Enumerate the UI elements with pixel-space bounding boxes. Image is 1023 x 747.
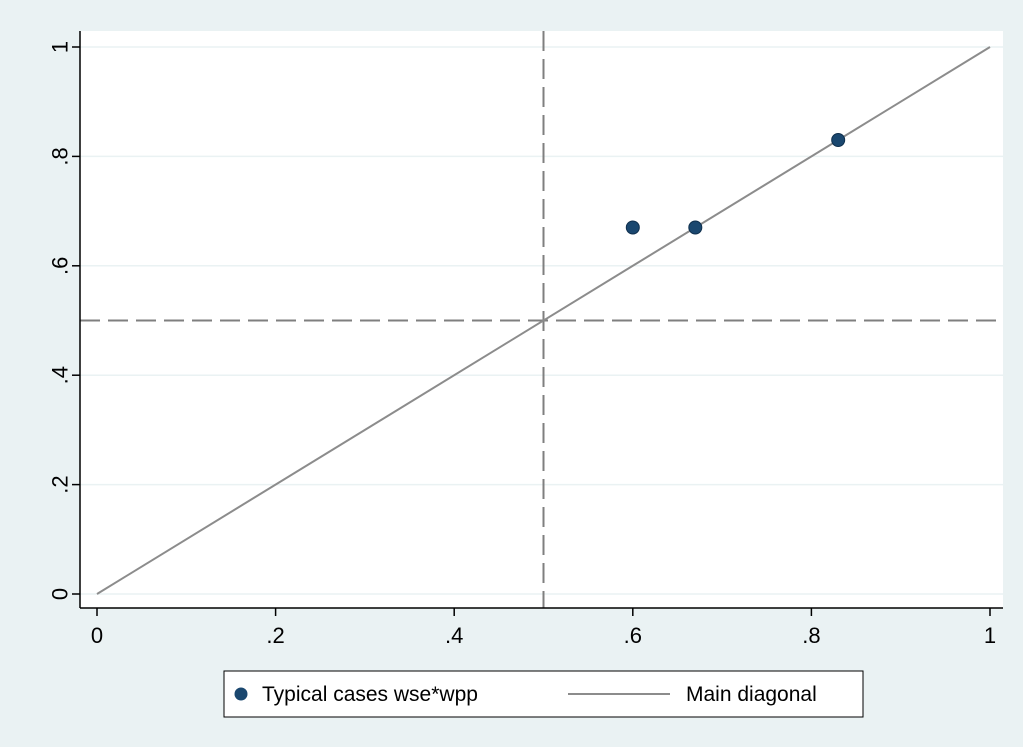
y-tick-label-2: .4 <box>48 366 73 384</box>
legend-label-scatter: Typical cases wse*wpp <box>262 683 478 706</box>
x-tick-label-5: 1 <box>984 623 996 648</box>
axes: 0 .2 .4 .6 .8 1 0 .2 .4 .6 .8 1 <box>48 31 1003 648</box>
scatter-point-2 <box>831 132 846 147</box>
x-tick-label-3: .6 <box>624 623 642 648</box>
y-tick-label-5: 1 <box>48 41 73 53</box>
y-tick-label-3: .6 <box>48 257 73 275</box>
y-tick-label-1: .2 <box>48 475 73 493</box>
x-tick-label-4: .8 <box>802 623 820 648</box>
y-tick-label-4: .8 <box>48 147 73 165</box>
x-tick-label-1: .2 <box>266 623 284 648</box>
scatter-point-0 <box>625 220 640 235</box>
legend: Typical cases wse*wpp Main diagonal <box>223 670 864 718</box>
legend-box <box>223 670 864 718</box>
y-tick-label-0: 0 <box>48 588 73 600</box>
x-tick-label-2: .4 <box>445 623 463 648</box>
scatter-points <box>625 132 846 235</box>
legend-label-line: Main diagonal <box>686 683 817 706</box>
x-tick-label-0: 0 <box>91 623 103 648</box>
scatter-point-1 <box>688 220 703 235</box>
grid-lines <box>80 46 1003 595</box>
legend-marker-scatter <box>234 687 248 701</box>
